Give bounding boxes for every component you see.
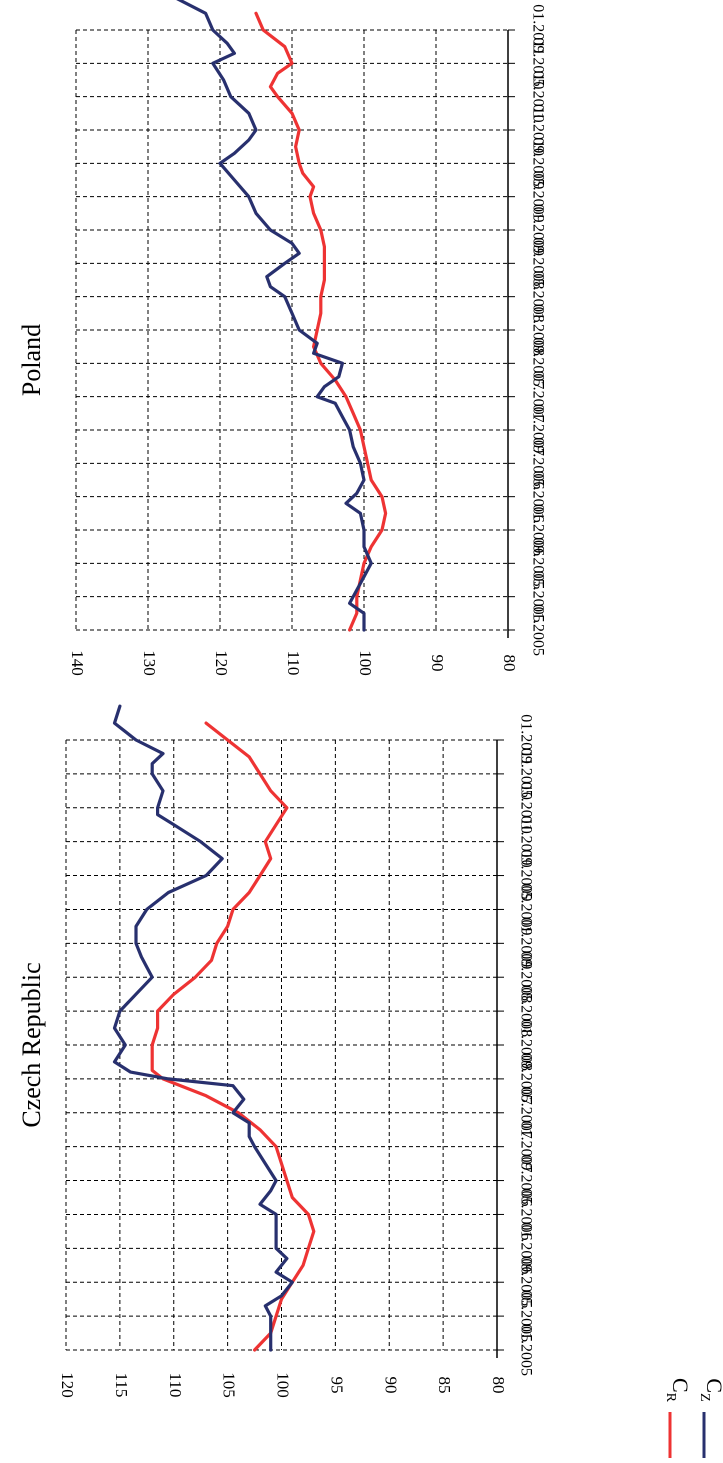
value-tick-label: 95 xyxy=(327,1377,346,1394)
series-line-cr xyxy=(150,721,316,1352)
time-tick-label: 09.2006 xyxy=(517,1155,534,1207)
time-tick-label: 05.2006 xyxy=(517,1188,534,1240)
time-tick-label: 01.2007 xyxy=(529,404,546,456)
time-tick-label: 01.2006 xyxy=(529,504,546,556)
time-tick-label: 09.2008 xyxy=(529,237,546,289)
time-tick-label: 09.2006 xyxy=(529,437,546,489)
time-tick-label: 09.2008 xyxy=(517,951,534,1003)
time-tick-label: 09.2009 xyxy=(529,137,546,189)
value-tick-label: 85 xyxy=(435,1377,454,1394)
value-tick-label: 80 xyxy=(489,1377,508,1394)
value-tick-label: 100 xyxy=(274,1372,293,1398)
legend-label: CR xyxy=(663,1378,693,1403)
value-tick-label: 90 xyxy=(381,1377,400,1394)
time-tick-label: 09.2007 xyxy=(517,1053,534,1105)
time-tick-label: 09.2009 xyxy=(517,850,534,902)
chart-poland: Poland809010011012013014001.200505.20050… xyxy=(17,0,546,676)
time-tick-label: 05.2010 xyxy=(529,71,546,123)
time-tick-label: 01.2009 xyxy=(517,917,534,969)
value-tick-label: 140 xyxy=(68,650,87,676)
time-tick-label: 01.2008 xyxy=(529,304,546,356)
time-tick-label: 01.2011 xyxy=(517,714,534,765)
legend: CRCZ xyxy=(663,1378,723,1458)
chart-czech-republic: Czech Republic 80 85 90 95 100 105 110 115 120 01.… xyxy=(17,704,534,1398)
time-tick-label: 05.2008 xyxy=(517,985,534,1037)
chart-title: Poland xyxy=(17,324,46,396)
time-tick-label: 05.2005 xyxy=(529,571,546,623)
time-tick-label: 05.2008 xyxy=(529,271,546,323)
time-tick-label: 01.2005 xyxy=(529,604,546,656)
value-tick-label: 100 xyxy=(356,650,375,676)
time-tick-label: 05.2007 xyxy=(529,371,546,423)
value-tick-label: 120 xyxy=(212,650,231,676)
time-tick-label: 05.2009 xyxy=(517,883,534,935)
value-tick-label: 90 xyxy=(428,655,447,672)
series-line-cz xyxy=(112,704,294,1352)
chart-title: Czech Republic xyxy=(17,962,46,1127)
value-tick-label: 80 xyxy=(500,655,519,672)
legend-label: CZ xyxy=(697,1378,723,1401)
time-tick-label: 05.2009 xyxy=(529,171,546,223)
time-tick-label: 05.2007 xyxy=(517,1087,534,1139)
time-tick-label: 01.2010 xyxy=(517,816,534,868)
time-tick-label: 09.2005 xyxy=(517,1256,534,1308)
time-tick-label: 01.2010 xyxy=(529,104,546,156)
time-tick-label: 09.2010 xyxy=(517,748,534,800)
time-tick-label: 05.2005 xyxy=(517,1290,534,1342)
time-tick-label: 09.2010 xyxy=(529,37,546,89)
time-tick-label: 09.2007 xyxy=(529,337,546,389)
time-tick-label: 01.2006 xyxy=(517,1222,534,1274)
time-tick-label: 01.2011 xyxy=(529,4,546,55)
time-tick-label: 05.2006 xyxy=(529,471,546,523)
time-tick-label: 09.2005 xyxy=(529,537,546,589)
series-line-cr xyxy=(254,11,388,632)
value-tick-label: 120 xyxy=(58,1372,77,1398)
time-tick-label: 01.2008 xyxy=(517,1019,534,1071)
value-tick-label: 110 xyxy=(284,651,303,676)
value-tick-label: 130 xyxy=(140,650,159,676)
time-tick-label: 01.2009 xyxy=(529,204,546,256)
time-tick-label: 01.2005 xyxy=(517,1324,534,1376)
value-tick-label: 110 xyxy=(166,1373,185,1398)
value-tick-label: 115 xyxy=(112,1373,131,1398)
series-line-cz xyxy=(176,0,373,632)
time-tick-label: 05.2010 xyxy=(517,782,534,834)
value-tick-label: 105 xyxy=(220,1372,239,1398)
time-tick-label: 01.2007 xyxy=(517,1121,534,1173)
